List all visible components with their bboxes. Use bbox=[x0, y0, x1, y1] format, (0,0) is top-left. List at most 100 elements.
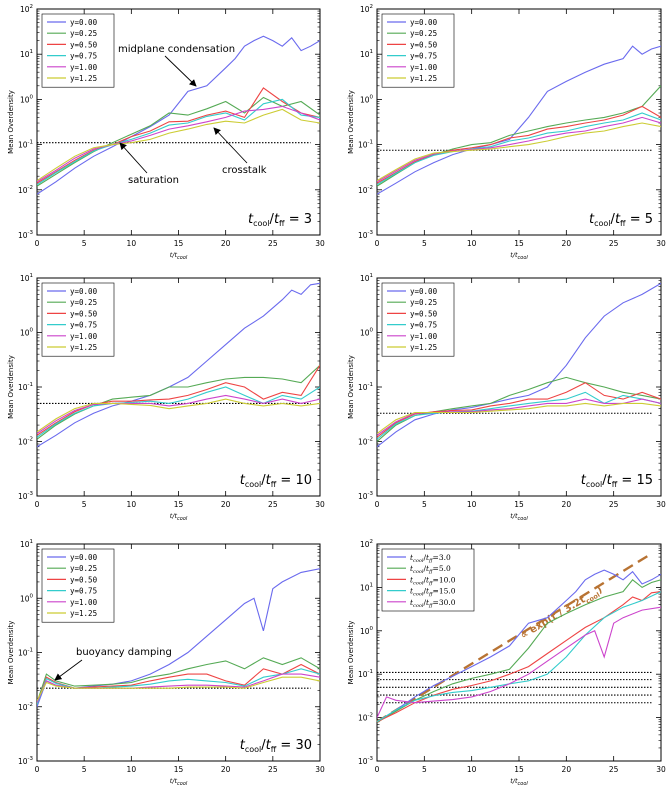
y-tick-exp: 1 bbox=[370, 49, 374, 55]
x-tick-label: 5 bbox=[82, 765, 87, 774]
series-line-5 bbox=[377, 606, 661, 718]
x-label-main: t/t bbox=[170, 512, 178, 520]
label-t1: t bbox=[240, 473, 246, 488]
legend-t2: t bbox=[426, 598, 430, 607]
legend-label: y=0.25 bbox=[410, 298, 437, 307]
x-tick-label: 30 bbox=[656, 239, 666, 248]
annotation-arrow bbox=[119, 142, 148, 174]
y-tick-exp: -1 bbox=[368, 140, 373, 146]
y-tick-exp: -2 bbox=[28, 702, 33, 708]
legend-label: y=0.00 bbox=[70, 553, 98, 562]
x-label-sub: cool bbox=[177, 781, 188, 787]
y-tick-label: 10-3 bbox=[358, 491, 374, 501]
panel-parameter-label: tcool/tff = 3 bbox=[248, 212, 312, 228]
y-tick-base: 10 bbox=[360, 274, 370, 283]
label-eq: = 3 bbox=[285, 212, 312, 227]
legend-label: y=0.50 bbox=[410, 309, 438, 318]
series-line-6 bbox=[377, 402, 661, 434]
panel-parameter-label: tcool/tff = 5 bbox=[589, 212, 653, 228]
y-tick-label: 10-2 bbox=[18, 185, 33, 195]
y-tick-exp: -1 bbox=[368, 382, 373, 388]
y-tick-exp: -2 bbox=[28, 437, 33, 443]
series-line-2 bbox=[37, 657, 320, 703]
legend-s2: ff bbox=[428, 569, 434, 575]
label-t2: t bbox=[615, 212, 621, 227]
x-tick-label: 5 bbox=[82, 239, 87, 248]
legend-label: y=0.50 bbox=[410, 40, 438, 49]
legend-label: y=0.00 bbox=[410, 18, 438, 27]
series-line-5 bbox=[37, 394, 320, 434]
x-axis-label: t/tcool bbox=[170, 251, 188, 261]
x-axis-label: t/tcool bbox=[170, 777, 188, 787]
legend-s1: cool bbox=[413, 603, 424, 609]
y-tick-base: 10 bbox=[358, 186, 368, 195]
label-slash: / bbox=[261, 473, 266, 488]
label-s2: ff bbox=[271, 480, 277, 489]
y-tick-exp: -2 bbox=[368, 713, 373, 719]
label-slash: / bbox=[611, 212, 616, 227]
legend-t1: t bbox=[410, 575, 414, 584]
legend-s2: ff bbox=[428, 603, 434, 609]
y-tick-label: 10-2 bbox=[358, 437, 373, 447]
y-tick-label: 102 bbox=[20, 4, 33, 14]
label-t2: t bbox=[266, 738, 272, 753]
legend-label: y=0.25 bbox=[70, 564, 97, 573]
legend-t2: t bbox=[426, 553, 430, 562]
x-axis-label: t/tcool bbox=[510, 777, 528, 787]
y-tick-label: 10-3 bbox=[358, 230, 374, 240]
y-tick-label: 101 bbox=[20, 273, 33, 283]
x-axis-label: t/tcool bbox=[510, 251, 528, 261]
y-tick-base: 10 bbox=[358, 670, 368, 679]
y-tick-exp: 0 bbox=[30, 593, 34, 599]
panel-parameter-label: tcool/tff = 30 bbox=[240, 738, 312, 754]
x-label-main: t/t bbox=[510, 777, 518, 785]
series-line-6 bbox=[37, 676, 320, 701]
y-tick-label: 10-1 bbox=[358, 382, 373, 392]
y-tick-label: 10-1 bbox=[358, 140, 373, 150]
legend-slash: / bbox=[423, 564, 426, 573]
x-label-sub: cool bbox=[518, 781, 529, 787]
y-tick-label: 101 bbox=[20, 539, 33, 549]
legend-label: tcool/tff=15.0 bbox=[410, 587, 456, 598]
y-tick-exp: -2 bbox=[368, 437, 373, 443]
series-line-4 bbox=[37, 668, 320, 705]
series-line-1 bbox=[37, 35, 320, 195]
legend-s2: ff bbox=[428, 580, 434, 586]
legend-label: y=1.25 bbox=[410, 74, 437, 83]
legend-s2: ff bbox=[428, 592, 434, 598]
series-line-1 bbox=[377, 569, 661, 723]
x-label-main: t/t bbox=[170, 777, 178, 785]
y-tick-base: 10 bbox=[18, 383, 28, 392]
y-tick-label: 101 bbox=[360, 49, 373, 59]
x-tick-label: 5 bbox=[422, 239, 427, 248]
x-label-main: t/t bbox=[510, 512, 518, 520]
y-tick-base: 10 bbox=[358, 492, 368, 501]
annotation-buoyancy-damping: buoyancy damping bbox=[76, 647, 172, 658]
label-s2: ff bbox=[612, 480, 618, 489]
series-line-6 bbox=[37, 108, 320, 182]
x-tick-label: 0 bbox=[375, 239, 380, 248]
y-tick-base: 10 bbox=[20, 594, 30, 603]
legend-label: y=1.25 bbox=[70, 74, 97, 83]
annotation-arrow bbox=[54, 659, 83, 681]
x-tick-label: 30 bbox=[315, 239, 325, 248]
annotation-arrow bbox=[164, 55, 197, 87]
legend-label: y=0.50 bbox=[70, 40, 98, 49]
x-tick-label: 5 bbox=[422, 500, 427, 509]
y-tick-exp: 0 bbox=[370, 626, 374, 632]
series-line-4 bbox=[377, 391, 661, 440]
legend-slash: / bbox=[423, 587, 426, 596]
y-tick-label: 10-2 bbox=[358, 185, 373, 195]
y-tick-label: 100 bbox=[20, 328, 34, 338]
legend-label: y=1.00 bbox=[70, 332, 98, 341]
label-s1: cool bbox=[245, 480, 261, 489]
y-tick-base: 10 bbox=[20, 329, 30, 338]
series-line-3 bbox=[377, 105, 661, 184]
y-tick-label: 10-3 bbox=[358, 756, 374, 766]
legend-eq: =30.0 bbox=[433, 598, 456, 607]
y-tick-label: 100 bbox=[20, 94, 34, 104]
legend-box bbox=[41, 548, 115, 623]
series-line-1 bbox=[377, 282, 661, 448]
